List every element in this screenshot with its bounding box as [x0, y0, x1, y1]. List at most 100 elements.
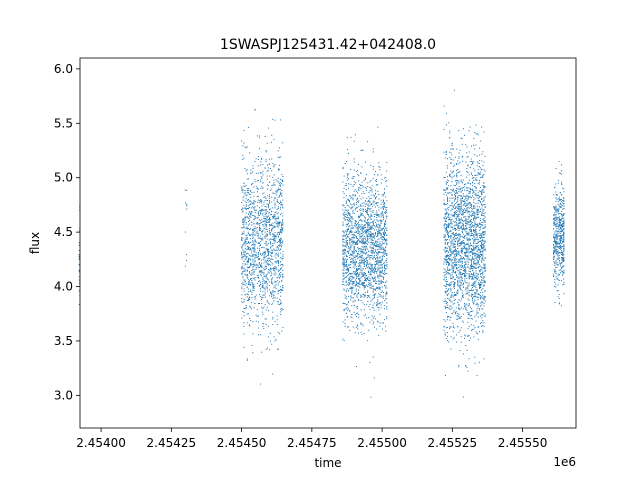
data-point — [344, 323, 346, 325]
data-point — [347, 270, 349, 272]
data-point — [462, 193, 464, 195]
data-point — [243, 307, 245, 309]
data-point — [252, 287, 254, 289]
data-point — [266, 286, 268, 288]
data-point — [384, 238, 386, 240]
data-point — [484, 206, 486, 208]
data-point — [481, 242, 483, 244]
data-point — [370, 213, 372, 215]
data-point — [479, 223, 481, 225]
data-point — [252, 269, 254, 271]
data-point — [386, 280, 388, 282]
data-point — [449, 273, 451, 275]
data-point — [464, 247, 466, 249]
data-point — [478, 266, 480, 268]
data-point — [356, 170, 358, 172]
data-point — [459, 280, 461, 282]
data-point — [271, 185, 273, 187]
data-point — [252, 230, 254, 232]
data-point — [275, 339, 277, 341]
data-point — [271, 268, 273, 270]
data-point — [480, 252, 482, 254]
data-point — [78, 270, 80, 272]
data-point — [280, 200, 282, 202]
data-point — [381, 296, 383, 298]
data-point — [463, 202, 465, 204]
data-point — [363, 285, 365, 286]
data-point — [357, 173, 359, 175]
data-point — [365, 200, 367, 202]
data-point — [359, 265, 361, 267]
data-point — [447, 301, 449, 303]
data-point — [452, 197, 454, 199]
data-point — [357, 247, 359, 249]
data-point — [264, 304, 266, 306]
data-point — [372, 280, 374, 282]
data-point — [282, 176, 284, 178]
data-point — [477, 202, 479, 204]
data-point — [266, 199, 268, 201]
data-point — [366, 266, 368, 268]
data-point — [352, 195, 354, 197]
data-point — [381, 322, 383, 324]
data-point — [448, 289, 450, 291]
data-point — [368, 200, 370, 202]
data-point — [467, 210, 469, 212]
data-point — [368, 306, 370, 308]
data-point — [384, 234, 385, 236]
data-point — [269, 220, 271, 222]
data-point — [253, 273, 255, 275]
data-point — [252, 264, 254, 266]
data-point — [466, 223, 468, 225]
data-point — [263, 269, 265, 271]
data-point — [386, 302, 388, 304]
data-point — [264, 265, 266, 267]
data-point — [458, 262, 460, 263]
data-point — [246, 270, 248, 271]
data-point — [476, 209, 478, 211]
data-point — [268, 203, 270, 205]
data-point — [357, 307, 359, 309]
data-point — [243, 279, 245, 281]
data-point — [263, 210, 265, 212]
data-point — [260, 222, 262, 224]
data-point — [470, 230, 472, 232]
data-point — [270, 251, 272, 253]
data-point — [448, 284, 450, 286]
data-point — [276, 241, 278, 243]
data-point — [477, 312, 479, 314]
data-point — [460, 227, 462, 229]
data-point — [375, 189, 377, 191]
data-point — [263, 257, 265, 259]
data-point — [472, 299, 474, 301]
data-point — [385, 298, 387, 300]
data-point — [274, 286, 276, 288]
data-point — [361, 255, 363, 257]
data-point — [468, 229, 470, 231]
data-point — [374, 244, 376, 246]
data-point — [263, 280, 265, 282]
data-point — [473, 196, 475, 198]
data-point — [370, 244, 372, 246]
data-point — [473, 239, 475, 241]
data-point — [471, 298, 473, 300]
data-point — [364, 240, 366, 242]
data-point — [358, 221, 359, 223]
data-point — [459, 208, 461, 210]
data-point — [280, 156, 282, 158]
data-point — [454, 221, 456, 223]
data-point — [456, 264, 458, 266]
data-point — [461, 224, 463, 226]
data-point — [351, 196, 353, 198]
data-point — [484, 196, 486, 198]
data-point — [475, 234, 477, 236]
data-point — [281, 223, 283, 225]
data-point — [370, 241, 372, 243]
data-point — [278, 249, 280, 251]
data-point — [444, 228, 446, 230]
data-point — [369, 217, 371, 219]
data-point — [448, 237, 450, 239]
data-point — [468, 201, 470, 203]
data-point — [352, 186, 354, 187]
data-point — [267, 271, 269, 273]
